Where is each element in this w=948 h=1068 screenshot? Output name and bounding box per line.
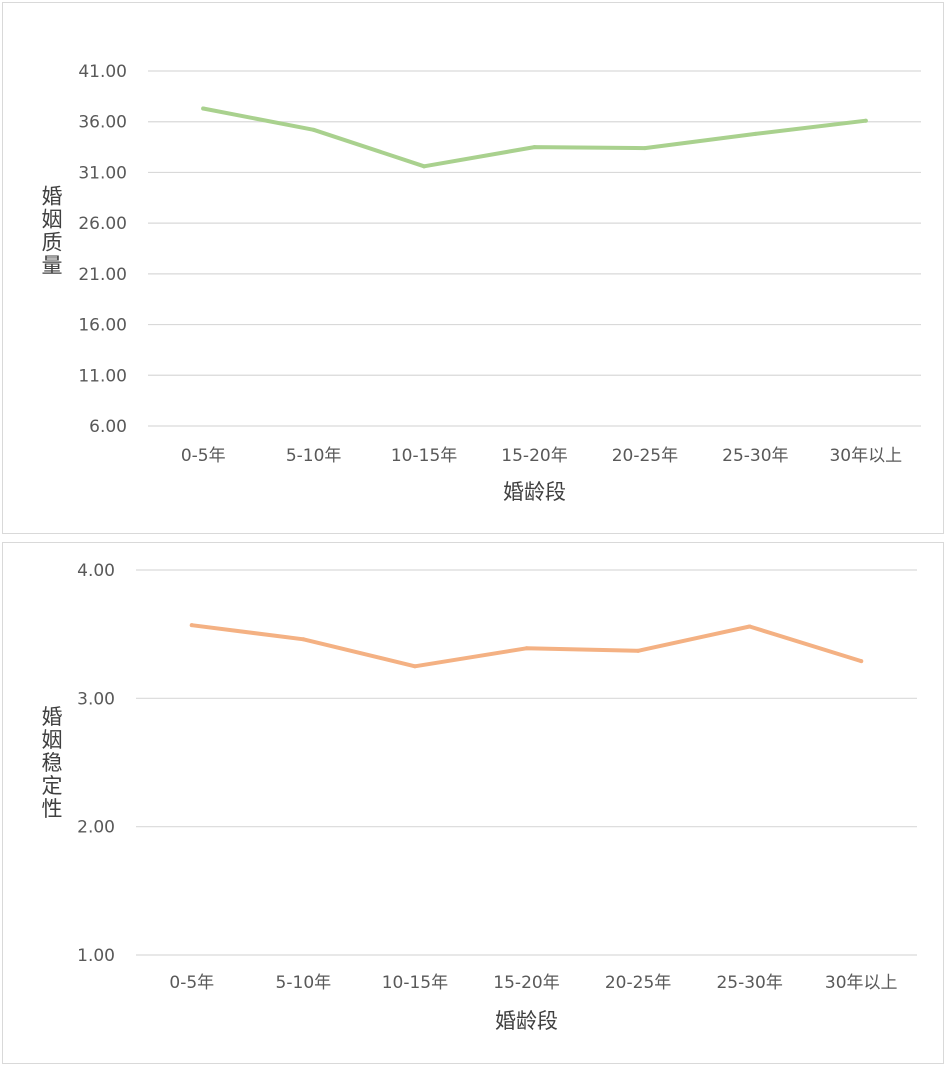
- x-tick-label: 25-30年: [716, 973, 782, 993]
- y-tick-label: 41.00: [78, 62, 127, 82]
- y-tick-label: 36.00: [78, 113, 127, 133]
- y-tick-label: 21.00: [78, 265, 127, 285]
- x-tick-label: 0-5年: [169, 973, 214, 993]
- data-point: [301, 637, 306, 642]
- chart-marriage-stability: 1.00 2.00 3.00 4.00 0-5年 5-10年 10-15年 15-20年 20-…: [39, 561, 917, 1033]
- y-tick-label: 26.00: [78, 214, 127, 234]
- data-point: [753, 131, 758, 136]
- data-point: [532, 145, 537, 150]
- y-tick-label: 16.00: [78, 316, 127, 336]
- data-point: [747, 624, 752, 629]
- x-tick-label: 10-15年: [382, 973, 448, 993]
- data-point: [311, 127, 316, 132]
- y-tick-label: 31.00: [78, 163, 127, 183]
- y-axis-title: 婚姻稳定性: [39, 706, 63, 821]
- x-tick-label: 30年以上: [825, 973, 898, 993]
- chart-panel-marriage-stability: 1.00 2.00 3.00 4.00 0-5年 5-10年 10-15年 15-20年 20-…: [2, 542, 944, 1064]
- data-point: [412, 664, 417, 669]
- series-line: [201, 106, 868, 169]
- y-tick-label: 11.00: [78, 366, 127, 386]
- x-axis-title: 婚龄段: [503, 480, 566, 504]
- x-tick-label: 25-30年: [722, 446, 788, 466]
- x-tick-label: 5-10年: [286, 446, 342, 466]
- x-tick-label: 10-15年: [391, 446, 457, 466]
- x-tick-label: 5-10年: [276, 973, 332, 993]
- data-point: [201, 106, 206, 111]
- data-point: [863, 118, 868, 123]
- x-tick-label: 30年以上: [829, 446, 902, 466]
- x-tick-label: 20-25年: [612, 446, 678, 466]
- data-point: [642, 146, 647, 151]
- y-tick-label: 1.00: [77, 946, 115, 966]
- data-point: [189, 623, 194, 628]
- y-tick-label: 3.00: [77, 689, 115, 709]
- data-point: [636, 648, 641, 653]
- data-point: [859, 659, 864, 664]
- data-point: [524, 646, 529, 651]
- x-tick-label: 0-5年: [181, 446, 226, 466]
- data-point: [422, 164, 427, 169]
- y-tick-label: 6.00: [89, 417, 127, 437]
- y-tick-label: 2.00: [77, 818, 115, 838]
- y-tick-label: 4.00: [77, 561, 115, 581]
- series-line: [189, 623, 864, 669]
- chart-marriage-quality: 6.00 11.00 16.00 21.00 26.00 31.00 36.00 41.00 0…: [39, 62, 921, 504]
- x-tick-label: 20-25年: [605, 973, 671, 993]
- x-axis-title: 婚龄段: [495, 1009, 558, 1033]
- y-axis-title: 婚姻质量: [39, 185, 63, 277]
- x-tick-label: 15-20年: [493, 973, 559, 993]
- chart-panel-marriage-quality: 6.00 11.00 16.00 21.00 26.00 31.00 36.00 41.00 0…: [2, 2, 944, 534]
- x-tick-label: 15-20年: [501, 446, 567, 466]
